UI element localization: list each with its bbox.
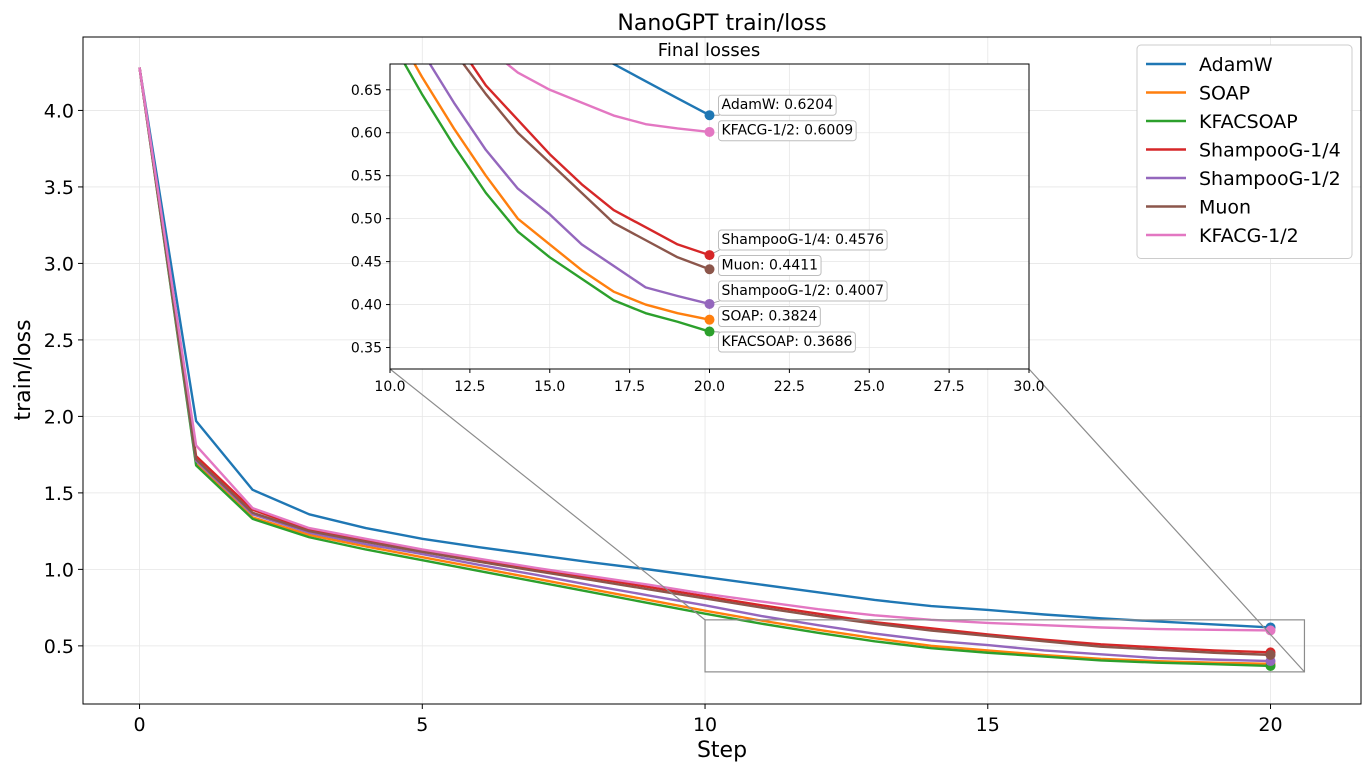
- inset-end-point-kfacsoap: [704, 326, 715, 337]
- inset-y-tick-label: 0.40: [351, 298, 382, 314]
- inset-y-tick-label: 0.60: [351, 126, 382, 142]
- inset-frame: [389, 63, 1030, 370]
- x-axis-label: Step: [697, 738, 747, 763]
- legend-frame: [1136, 44, 1353, 259]
- legend-label-muon: Muon: [1199, 197, 1251, 219]
- legend-label-adamw: AdamW: [1199, 54, 1273, 76]
- inset-x-tick-label: 27.5: [934, 379, 965, 395]
- y-tick-label: 0.5: [44, 636, 74, 658]
- series-line-soap: [138, 67, 1271, 666]
- annotation-shampoog-1-2: ShampooG-1/2: 0.4007: [709, 280, 888, 305]
- x-tick-label: 0: [134, 714, 146, 736]
- annotation-kfacsoap: KFACSOAP: 0.3686: [709, 331, 856, 353]
- legend-label-shampoog-1-2: ShampooG-1/2: [1199, 168, 1341, 190]
- chart-title: NanoGPT train/loss: [617, 11, 826, 36]
- y-axis-label: train/loss: [11, 319, 36, 420]
- series-line-shampoog-1-2: [138, 67, 1271, 663]
- annotation-label: AdamW: 0.6204: [722, 97, 834, 113]
- inset-series-line-soap: [413, 64, 710, 321]
- inset-y-tick-label: 0.55: [351, 169, 382, 185]
- y-tick-label: 3.5: [44, 177, 74, 199]
- y-tick-label: 2.5: [44, 330, 74, 352]
- annotation-label: ShampooG-1/4: 0.4576: [722, 232, 885, 248]
- annotation-label: KFACG-1/2: 0.6009: [722, 123, 854, 139]
- legend-label-kfacsoap: KFACSOAP: [1199, 111, 1298, 133]
- series-line-kfacsoap: [138, 67, 1271, 668]
- inset-x-tick-label: 25.0: [854, 379, 885, 395]
- inset-series-line-shampoog-1-2: [428, 64, 710, 306]
- inset-x-tick-label: 10.0: [374, 379, 405, 395]
- annotation-label: KFACSOAP: 0.3686: [722, 334, 853, 350]
- inset-series-line-muon: [461, 64, 710, 271]
- x-tick-label: 20: [1258, 714, 1282, 736]
- annotation-box: [718, 280, 888, 302]
- inset-series-line-shampoog-1-4: [469, 64, 710, 257]
- legend-label-kfacg-1-2: KFACG-1/2: [1199, 225, 1299, 247]
- y-tick-label: 3.0: [44, 253, 74, 275]
- legend-label-shampoog-1-4: ShampooG-1/4: [1199, 140, 1341, 162]
- annotation-muon: Muon: 0.4411: [718, 255, 822, 276]
- end-point-muon: [1265, 649, 1276, 660]
- annotation-box: [718, 229, 888, 251]
- annotation-box: [718, 306, 821, 327]
- y-tick-label: 4.0: [44, 100, 74, 122]
- x-tick-label: 10: [693, 714, 717, 736]
- series-line-muon: [138, 67, 1271, 657]
- inset-x-tick-label: 22.5: [774, 379, 805, 395]
- zoom-connector: [1028, 368, 1305, 673]
- inset-end-point-adamw: [704, 110, 715, 121]
- inset-x-tick-label: 30.0: [1013, 379, 1044, 395]
- y-tick-label: 2.0: [44, 406, 74, 428]
- inset-end-point-soap: [704, 314, 715, 325]
- series-line-shampoog-1-4: [138, 67, 1271, 654]
- inset-end-point-kfacg-1-2: [704, 126, 715, 137]
- series-line-adamw: [138, 67, 1271, 629]
- annotation-adamw: AdamW: 0.6204: [709, 94, 837, 116]
- inset-plot: 10.0 12.5 15.0 17.5 20.0 22.5 25.0 27.5 30.0 0.35…: [351, 63, 1045, 395]
- inset-end-point-muon: [704, 264, 715, 275]
- main-frame: [82, 36, 1362, 705]
- zoom-indicator: [389, 368, 1306, 673]
- inset-x-tick-label: 15.0: [534, 379, 565, 395]
- inset-series: [403, 64, 711, 333]
- annotation-box: [718, 120, 857, 142]
- annotation-kfacg-1-2: KFACG-1/2: 0.6009: [718, 120, 857, 142]
- annotation-soap: SOAP: 0.3824: [718, 306, 821, 327]
- inset-title: Final losses: [658, 40, 760, 61]
- end-point-kfacg-1-2: [1265, 625, 1276, 636]
- annotation-label: Muon: 0.4411: [722, 258, 819, 274]
- inset-end-point-shampoog-1-2: [704, 298, 715, 309]
- inset-x-tick-label: 20.0: [694, 379, 725, 395]
- y-tick-label: 1.0: [44, 559, 74, 581]
- annotation-box: [718, 255, 822, 276]
- inset-end-point-shampoog-1-4: [704, 250, 715, 261]
- inset-series-line-kfacg-1-2: [505, 64, 710, 134]
- legend: AdamW SOAP KFACSOAP ShampooG-1/4 ShampooG-1/…: [1136, 44, 1353, 259]
- annotation-box: [718, 331, 856, 353]
- inset-x-tick-label: 12.5: [454, 379, 485, 395]
- y-tick-label: 1.5: [44, 483, 74, 505]
- inset-y-tick-label: 0.45: [351, 255, 382, 271]
- zoom-connector: [389, 368, 706, 621]
- inset-x-tick-label: 17.5: [614, 379, 645, 395]
- inset-y-tick-label: 0.65: [351, 83, 382, 99]
- annotation-label: ShampooG-1/2: 0.4007: [722, 283, 885, 299]
- series-line-kfacg-1-2: [138, 67, 1271, 632]
- inset-series-line-kfacsoap: [403, 64, 710, 333]
- inset-y-tick-label: 0.35: [351, 341, 382, 357]
- x-tick-label: 15: [976, 714, 1000, 736]
- annotation-shampoog-1-4: ShampooG-1/4: 0.4576: [709, 229, 888, 256]
- legend-label-soap: SOAP: [1199, 83, 1250, 105]
- annotation-box: [718, 94, 837, 116]
- annotation-label: SOAP: 0.3824: [722, 309, 818, 325]
- zoom-rectangle: [704, 619, 1306, 673]
- x-tick-label: 5: [416, 714, 428, 736]
- inset-y-tick-label: 0.50: [351, 212, 382, 228]
